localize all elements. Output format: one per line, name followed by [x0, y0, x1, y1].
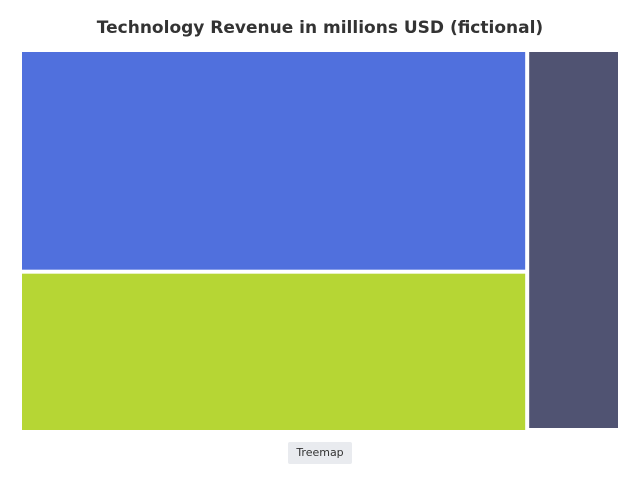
treemap-tile-1[interactable] — [22, 52, 526, 270]
legend-item-treemap[interactable]: Treemap — [288, 442, 352, 464]
treemap-tile-3[interactable] — [529, 52, 618, 428]
chart-title: Technology Revenue in millions USD (fict… — [96, 18, 544, 38]
treemap-tile-2[interactable] — [22, 273, 526, 430]
